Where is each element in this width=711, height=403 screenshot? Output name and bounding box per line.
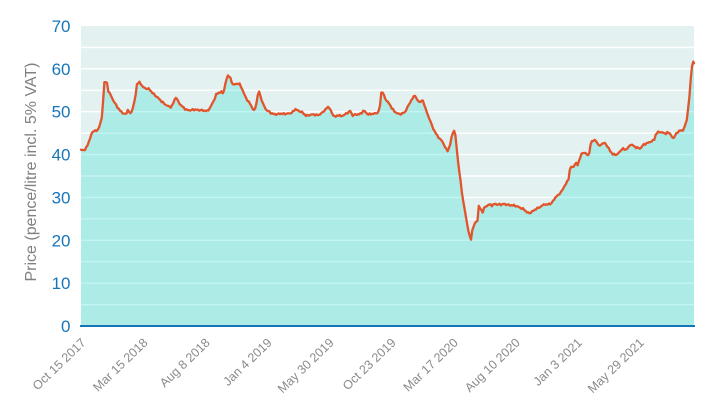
svg-text:0: 0: [61, 317, 70, 336]
svg-text:20: 20: [52, 231, 71, 250]
svg-text:70: 70: [52, 17, 71, 36]
svg-text:Price (pence/litre incl. 5% VA: Price (pence/litre incl. 5% VAT): [23, 62, 40, 281]
svg-text:30: 30: [52, 188, 71, 207]
svg-text:50: 50: [52, 103, 71, 122]
svg-text:40: 40: [52, 146, 71, 165]
svg-text:10: 10: [52, 274, 71, 293]
svg-text:60: 60: [52, 60, 71, 79]
